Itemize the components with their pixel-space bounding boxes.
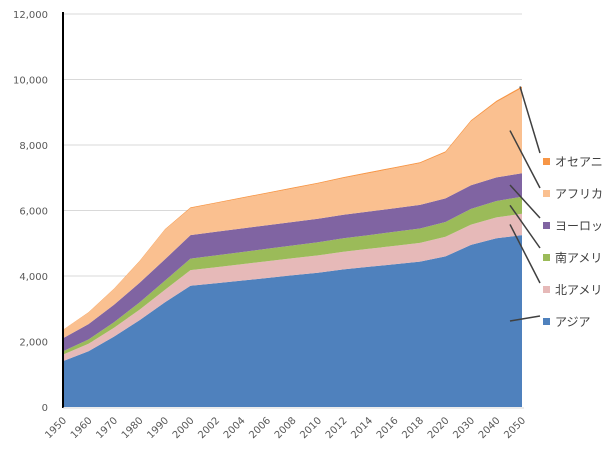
leader-line [509,224,541,284]
x-tick-label: 2006 [247,415,273,441]
x-tick-label: 2050 [502,415,528,441]
x-tick-label: 2002 [196,415,222,441]
legend-label: アフリカ [555,187,603,201]
area-series [63,173,522,352]
x-tick-label: 1970 [94,415,120,441]
x-tick-labels: 1950 1960 1970 1980 1990 2000 2002 2004 2006 2008… [43,415,528,441]
x-tick-label: 2010 [298,415,324,441]
y-tick-label: 4,000 [19,272,48,283]
y-tick-labels: 0 2,000 4,000 6,000 8,000 10,000 12,000 [13,10,48,414]
leader-line [509,130,541,189]
y-tick-label: 6,000 [19,207,48,218]
x-tick-label: 1950 [43,415,69,441]
leader-lines [509,86,541,322]
legend-swatch [543,190,550,197]
y-tick-label: 0 [42,403,48,414]
x-tick-label: 1990 [145,415,171,441]
legend-swatch [543,222,550,229]
y-tick-label: 10,000 [13,76,48,87]
stacked-areas [63,86,522,407]
x-tick-label: 2008 [273,415,299,441]
area-series [63,213,522,362]
x-tick-label: 2012 [324,415,350,441]
legend-swatch [543,158,550,165]
x-tick-label: 2000 [171,415,197,441]
y-tick-label: 8,000 [19,141,48,152]
axes [62,12,524,409]
legend-label: アジア [555,315,591,329]
leader-line [519,86,541,154]
legend-label: 北アメリ [555,283,602,297]
x-tick-label: 2040 [477,415,503,441]
x-tick-label: 1980 [120,415,146,441]
x-tick-label: 2020 [426,415,452,441]
legend-label: オセアニ [555,155,603,169]
area-series [63,196,522,355]
legend-label: 南アメリ [555,250,602,265]
x-tick-label: 2018 [400,415,426,441]
area-series [63,235,522,407]
y-tick-label: 12,000 [13,10,48,21]
x-tick-label: 2030 [451,415,477,441]
y-tick-label: 2,000 [19,338,48,349]
legend-label: ヨーロッ [555,219,603,233]
legend-swatch [543,318,550,325]
x-tick-label: 1960 [69,415,95,441]
legend-swatch [543,286,550,293]
x-tick-label: 2004 [222,415,248,441]
area-series [63,88,522,339]
leader-line [509,315,541,322]
leader-line [509,204,541,249]
x-tick-label: 2014 [349,415,375,441]
x-tick-label: 2016 [375,415,401,441]
leader-line [509,184,541,219]
legend-swatch [543,254,550,261]
